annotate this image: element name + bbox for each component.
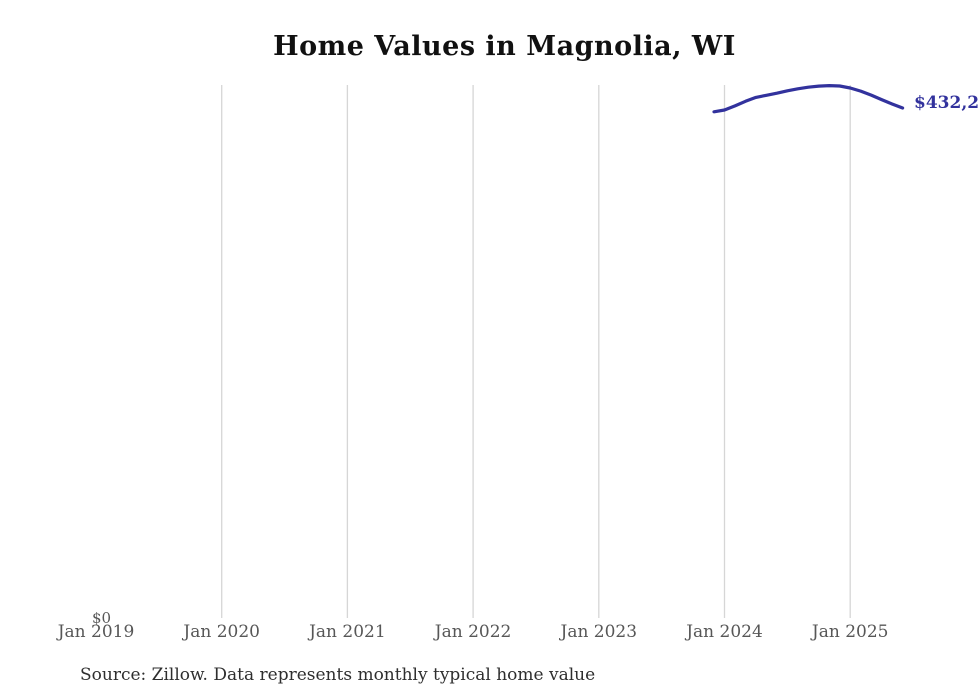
x-tick-label: Jan 2024 — [686, 622, 763, 642]
x-tick-label: Jan 2025 — [811, 622, 889, 642]
x-tick-label: Jan 2021 — [309, 622, 386, 642]
source-note: Source: Zillow. Data represents monthly … — [80, 665, 596, 685]
chart-title: Home Values in Magnolia, WI — [273, 31, 736, 62]
y-axis-zero-label: $0 — [92, 609, 112, 627]
latest-value-label: $432,255 — [914, 93, 980, 113]
x-tick-label: Jan 2020 — [183, 622, 260, 642]
x-tick-label: Jan 2019 — [57, 622, 135, 642]
home-value-line — [712, 83, 905, 114]
gridlines-group — [221, 85, 851, 618]
x-tick-label: Jan 2022 — [434, 622, 512, 642]
x-tick-label: Jan 2023 — [560, 622, 638, 642]
